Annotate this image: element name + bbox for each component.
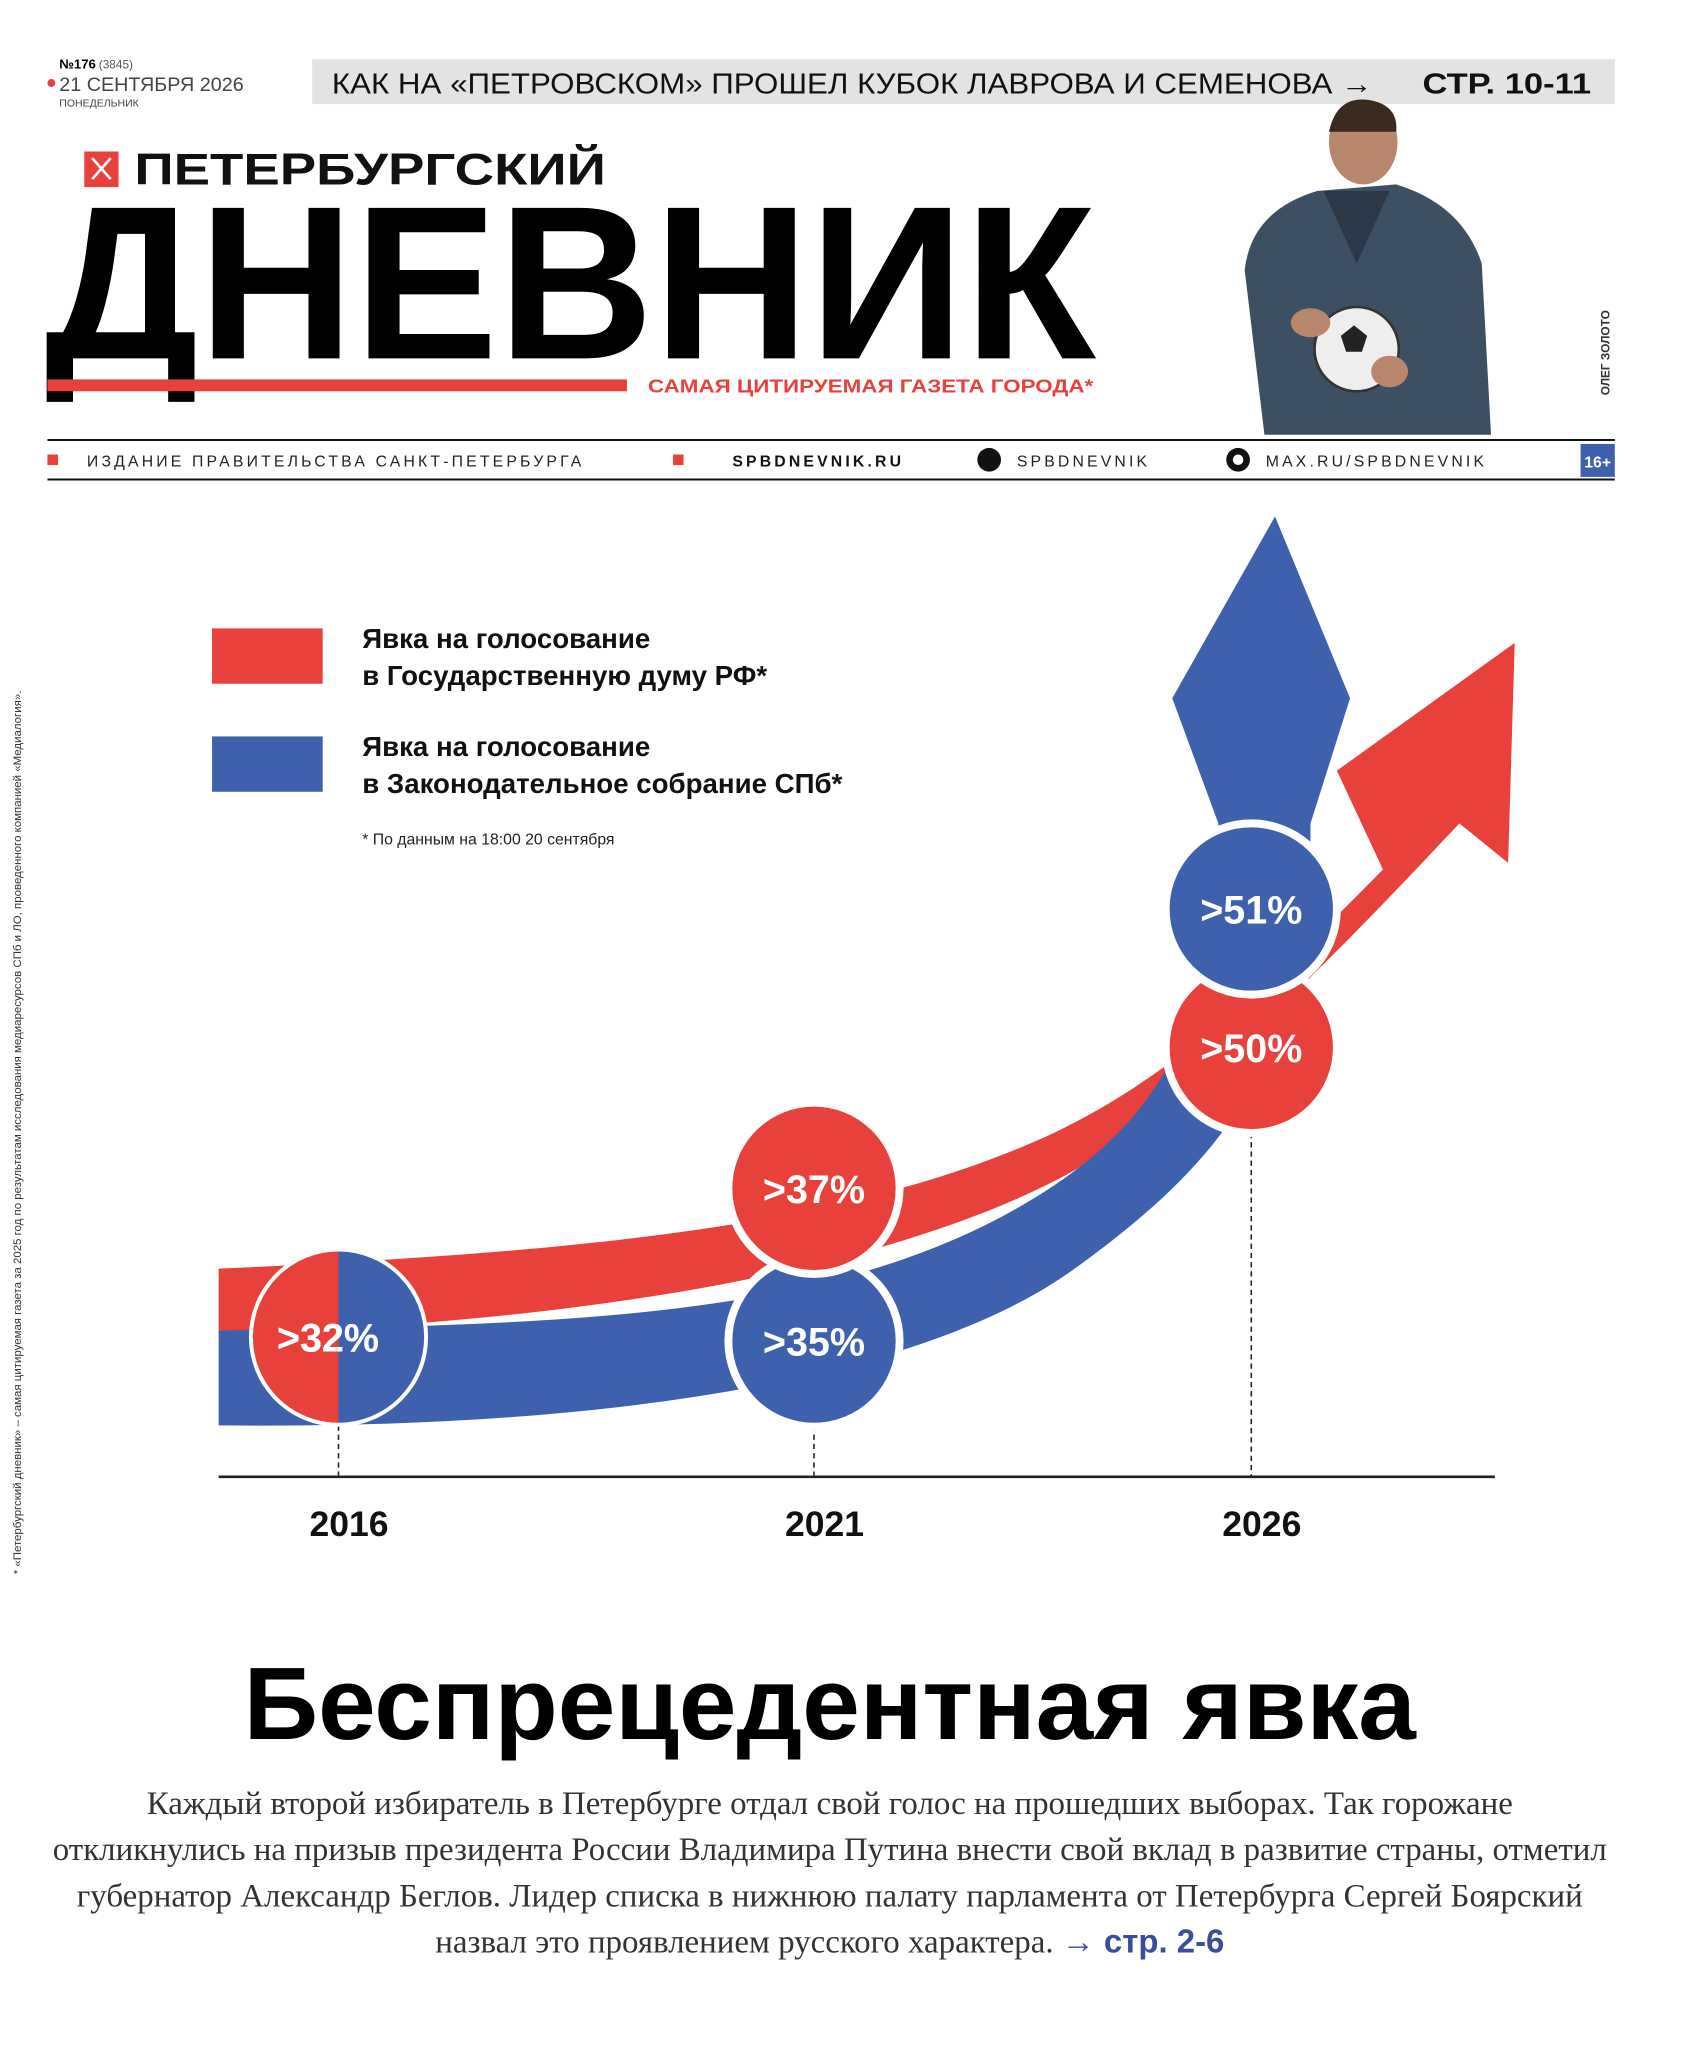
legend-label: Явка на голосование в Государственную ду… (362, 623, 767, 691)
bubble (1161, 819, 1341, 999)
chart: 2016 2021 2026>32%>32% >35%>37%>50%>51%Явка… (212, 516, 1515, 1544)
lead: Каждый второй избиратель в Петербурге от… (53, 1781, 1607, 1965)
bullet (673, 454, 684, 466)
value-label: >32% (277, 1317, 379, 1361)
headline: Беспрецедентная явка (244, 1646, 1417, 1761)
site[interactable]: SPBDNEVNIK.RU (732, 453, 904, 470)
max-icon-inner (1232, 454, 1244, 466)
title-rule (47, 379, 627, 392)
title-main: ДНЕВНИК (45, 161, 1097, 405)
photo (1235, 99, 1495, 435)
chart-note: * По данным на 18:00 20 сентября (362, 831, 614, 848)
trend-arrow (218, 516, 1351, 1426)
teaser-box (312, 59, 1615, 105)
lead-link[interactable]: → стр. 2-6 (1061, 1923, 1225, 1961)
issue-total: (3845) (99, 58, 133, 72)
value-label: >32% (277, 1317, 379, 1361)
emblem-keys (91, 157, 112, 181)
age-box (1580, 443, 1615, 477)
legend-swatch (212, 628, 323, 684)
x-tick-label: 2026 (1222, 1504, 1301, 1544)
teaser-pages[interactable]: СТР. 10-11 (1423, 69, 1592, 101)
vk[interactable]: SPBDNEVNIK (1017, 453, 1150, 470)
issue-number: №176 (59, 57, 96, 72)
bullet (47, 454, 58, 466)
x-tick-label: 2021 (785, 1504, 864, 1544)
title-top: ПЕТЕРБУРГСКИЙ (134, 143, 606, 194)
bubble (724, 1098, 904, 1278)
value-label: >50% (1200, 1027, 1302, 1071)
legend-label: Явка на голосование в Законодательное со… (362, 731, 842, 799)
value-label: >35% (763, 1321, 865, 1365)
vk-icon (977, 447, 1002, 472)
photo-credit: ОЛЕГ ЗОЛОТО (1599, 310, 1613, 395)
age: 16+ (1584, 455, 1611, 472)
side-note: * «Петербургский дневник» – самая цитиру… (12, 691, 24, 1575)
teaser[interactable]: КАК НА «ПЕТРОВСКОМ» ПРОШЕЛ КУБОК ЛАВРОВА… (332, 69, 1373, 101)
date: 21 СЕНТЯБРЯ 2026 (59, 74, 243, 96)
bubble (338, 1251, 425, 1423)
max[interactable]: MAX.RU/SPBDNEVNIK (1266, 453, 1487, 470)
x-tick-label: 2016 (310, 1504, 389, 1544)
publisher: ИЗДАНИЕ ПРАВИТЕЛЬСТВА САНКТ-ПЕТЕРБУРГА (87, 453, 585, 470)
value-label: >37% (763, 1168, 865, 1212)
lead-box: Каждый второй избиратель в Петербурге от… (53, 1781, 1607, 1965)
weekday: ПОНЕДЕЛЬНИК (59, 98, 139, 110)
date-dot (47, 79, 56, 87)
value-label: >51% (1200, 888, 1302, 932)
bubble (252, 1251, 339, 1423)
legend-swatch (212, 736, 323, 792)
lead-text: Каждый второй избиратель в Петербурге от… (52, 1786, 1607, 1961)
tagline: САМАЯ ЦИТИРУЕМАЯ ГАЗЕТА ГОРОДА* (648, 376, 1094, 397)
